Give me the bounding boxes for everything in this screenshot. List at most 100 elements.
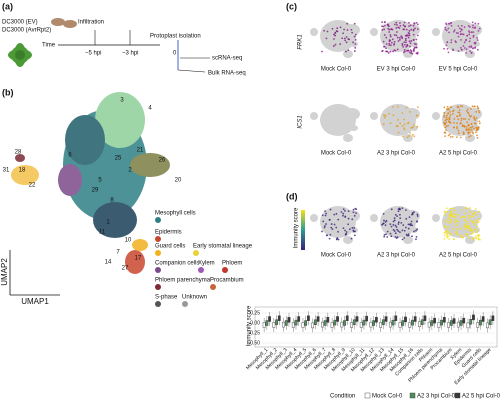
legend-dot (198, 267, 204, 273)
umap-plot (310, 104, 360, 142)
umap-point (470, 46, 473, 49)
umap-point (412, 50, 415, 52)
umap-point (470, 31, 473, 34)
umap-point (475, 214, 478, 217)
box (466, 322, 470, 329)
umap-point (467, 128, 469, 131)
box (488, 319, 492, 325)
cluster-label: 11 (99, 230, 106, 236)
umap-point (345, 41, 348, 44)
box (449, 320, 453, 326)
box (398, 322, 402, 328)
umap-point (402, 28, 405, 31)
box (394, 315, 398, 321)
umap-point (394, 236, 397, 238)
box (418, 321, 421, 327)
umap-point (411, 235, 413, 238)
umap-point (401, 125, 404, 127)
umap-point (469, 230, 472, 232)
box (343, 320, 346, 326)
umap-point (464, 207, 467, 209)
umap-point (390, 28, 392, 31)
legend-label: Phloem parenchyma (155, 278, 211, 284)
umap-label: EV 5 hpi Col-0 (439, 67, 478, 73)
umap-point (413, 123, 415, 126)
umap-point (407, 233, 410, 236)
umap-point (443, 231, 446, 234)
umap-point (478, 234, 481, 236)
umap-point (355, 208, 358, 211)
umap-point (415, 46, 418, 49)
umap-point (386, 50, 389, 53)
box (316, 316, 320, 322)
umap-point (415, 229, 417, 232)
umap-point (337, 218, 340, 221)
umap-point (395, 27, 398, 29)
legend-label: Unknown (182, 295, 207, 301)
umap-point (403, 127, 406, 130)
umap-point (445, 129, 447, 132)
time-label: −3 hpi (122, 51, 139, 57)
umap-point (474, 41, 477, 44)
umap-point (354, 43, 357, 45)
umap-point (450, 106, 453, 108)
y-tick-label: -0.25 (249, 330, 261, 336)
box (479, 319, 482, 326)
umap-point (469, 50, 472, 52)
y-tick-label: -0.50 (249, 340, 261, 346)
umap-point (471, 229, 474, 232)
box (430, 320, 434, 326)
umap-point (403, 128, 406, 131)
umap-point (465, 48, 468, 51)
axis-title: UMAP2 (0, 258, 9, 286)
box (486, 322, 489, 329)
umap-point (383, 24, 386, 27)
umap-point (467, 111, 470, 114)
umap-point (385, 233, 387, 236)
umap-label: A2 3 hpi Col-0 (377, 253, 416, 259)
umap-point (344, 39, 347, 42)
umap-point (475, 129, 478, 132)
umap-point (395, 226, 398, 228)
umap-point (450, 24, 453, 27)
umap-point (469, 131, 472, 134)
box (391, 319, 395, 326)
umap-point (466, 222, 469, 225)
umap-point (347, 49, 350, 51)
umap-point (399, 231, 401, 234)
umap-point (445, 226, 448, 229)
umap-point (384, 224, 387, 227)
cluster-label: 25 (115, 156, 122, 162)
umap-point (471, 21, 474, 24)
umap-point (444, 225, 447, 227)
umap-point (407, 234, 410, 237)
umap-point (342, 227, 345, 230)
umap-point (410, 220, 413, 223)
legend-label: Xylem (198, 261, 215, 267)
umap-point (456, 213, 459, 216)
umap-point (403, 236, 406, 239)
umap-point (475, 237, 478, 240)
box (268, 316, 271, 322)
umap-point (450, 220, 453, 222)
umap-point (388, 31, 391, 33)
umap-point (395, 34, 398, 37)
umap-point (393, 43, 395, 46)
umap-point (461, 124, 464, 126)
box (433, 317, 436, 324)
umap-point (399, 122, 402, 125)
umap-point (410, 52, 412, 55)
umap-point (470, 220, 473, 223)
umap-point (342, 32, 345, 35)
umap-point (475, 117, 478, 119)
box (330, 322, 334, 328)
umap-point (325, 223, 327, 225)
umap-point (403, 21, 406, 24)
umap-point (465, 51, 467, 54)
umap-point (328, 218, 331, 221)
umap-point (468, 31, 471, 34)
umap-point (445, 29, 448, 32)
axis-title: UMAP1 (21, 297, 49, 306)
umap-point (457, 35, 460, 38)
umap-point (328, 237, 331, 240)
